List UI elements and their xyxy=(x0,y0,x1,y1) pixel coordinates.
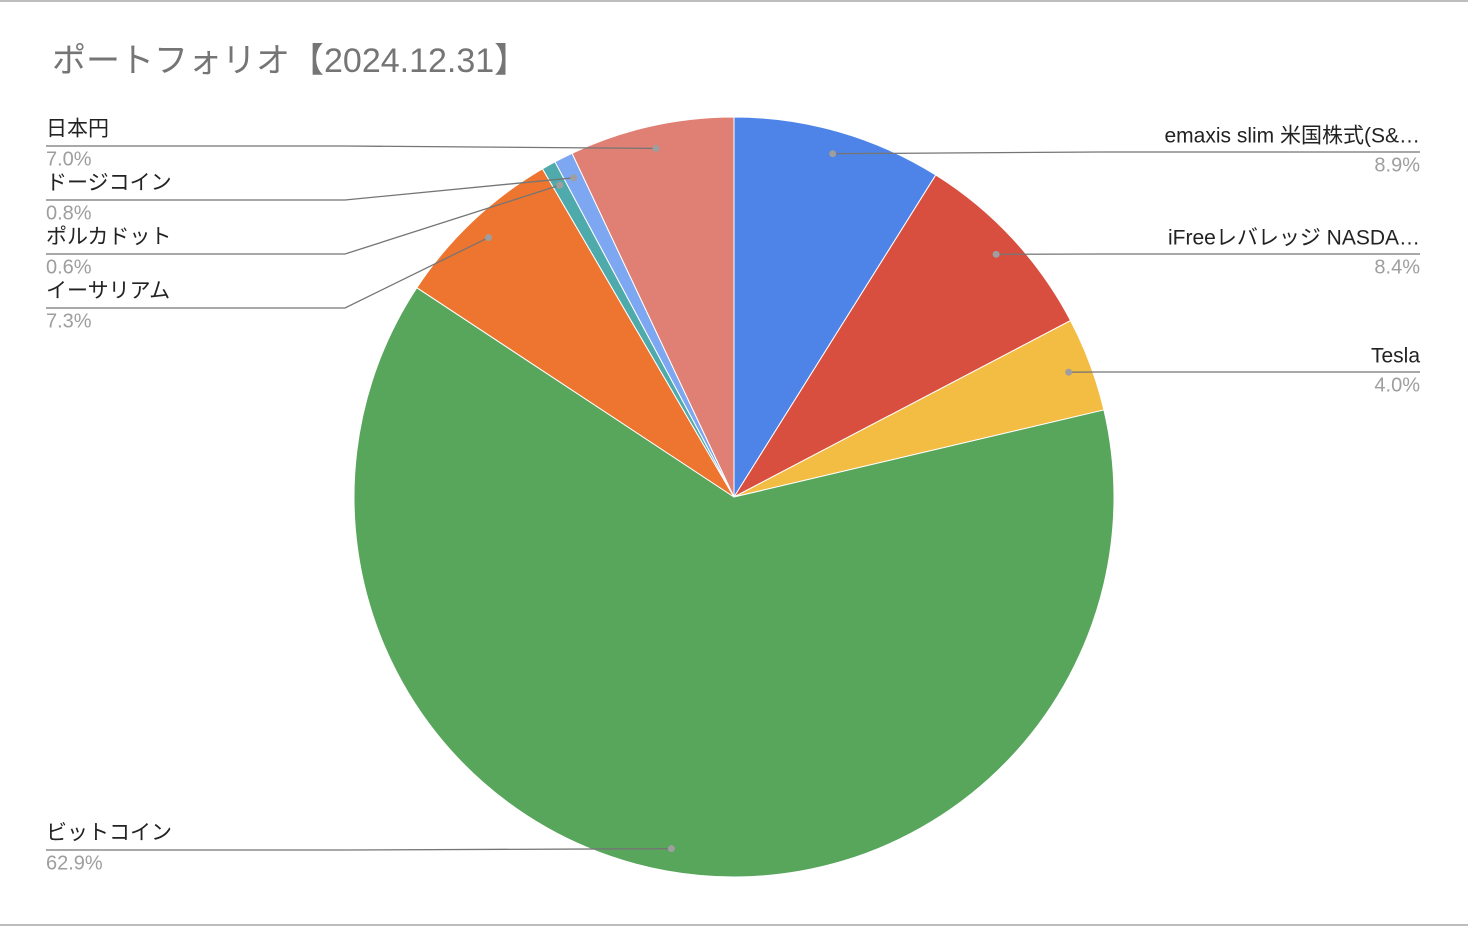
slice-label: ドージコイン xyxy=(46,172,172,195)
pie-slice xyxy=(353,286,1115,878)
pie-slice xyxy=(733,116,937,499)
slice-label: Tesla xyxy=(1371,345,1420,368)
pie-slice xyxy=(732,174,1072,499)
slice-value-label: 0.8% xyxy=(46,202,92,224)
slice-label: イーサリアム xyxy=(46,280,170,303)
leader-line xyxy=(46,848,672,851)
leader-line xyxy=(46,236,489,309)
leader-line xyxy=(46,145,657,150)
slice-value-label: 7.3% xyxy=(46,310,92,332)
leader-dot xyxy=(992,250,1000,258)
chart-title: ポートフォリオ【2024.12.31】 xyxy=(52,42,528,80)
leader-dot xyxy=(484,234,492,242)
pie-slice xyxy=(416,168,735,498)
slice-label: emaxis slim 米国株式(S&… xyxy=(1164,125,1420,148)
pie-slice xyxy=(571,116,735,498)
leader-dot xyxy=(829,150,837,158)
slice-value-label: 0.6% xyxy=(46,256,92,278)
slice-value-label: 7.0% xyxy=(46,148,92,170)
leader-dot xyxy=(1065,368,1073,376)
leader-dot xyxy=(652,144,660,152)
leader-line xyxy=(46,184,560,255)
slice-label: iFreeレバレッジ NASDA… xyxy=(1168,227,1420,250)
slice-label: 日本円 xyxy=(46,118,109,141)
leader-dot xyxy=(556,181,564,189)
slice-value-label: 62.9% xyxy=(46,852,103,874)
slice-label: ポルカドット xyxy=(46,226,171,249)
leader-dot xyxy=(570,174,578,182)
leader-dot xyxy=(667,845,675,853)
leader-line xyxy=(46,177,574,201)
leader-line xyxy=(832,151,1420,155)
slice-value-label: 4.0% xyxy=(1374,374,1420,396)
slice-label: ビットコイン xyxy=(46,822,172,845)
slice-value-label: 8.4% xyxy=(1374,256,1420,278)
slice-value-label: 8.9% xyxy=(1374,154,1420,176)
